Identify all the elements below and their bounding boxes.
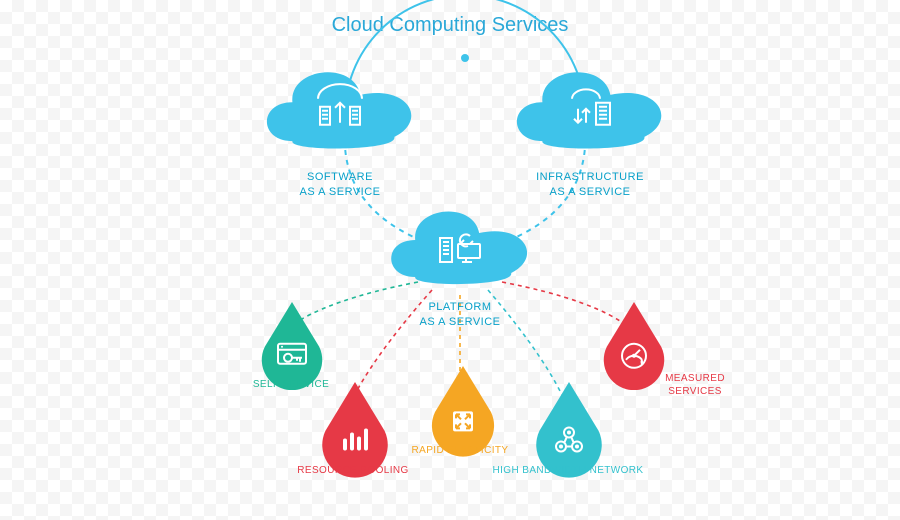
cloud-saas	[255, 55, 425, 160]
drop-elastic	[426, 364, 500, 457]
drop-band	[530, 380, 608, 478]
cloud-iaas	[505, 55, 675, 160]
drop-label-band: HIGH BANDWIDTH NETWORK	[478, 464, 658, 477]
drop-pool	[316, 380, 394, 478]
drop-self	[256, 300, 328, 390]
drop-label-measured: MEASURED SERVICES	[640, 372, 750, 398]
cloud-label-paas: PLATFORM AS A SERVICE	[370, 300, 550, 330]
drop-label-elastic: RAPID ELASTICITY	[390, 444, 530, 457]
drop-label-pool: RESOURCE POOLING	[268, 464, 438, 477]
cloud-paas	[380, 195, 540, 295]
page-title: Cloud Computing Services	[0, 14, 900, 37]
